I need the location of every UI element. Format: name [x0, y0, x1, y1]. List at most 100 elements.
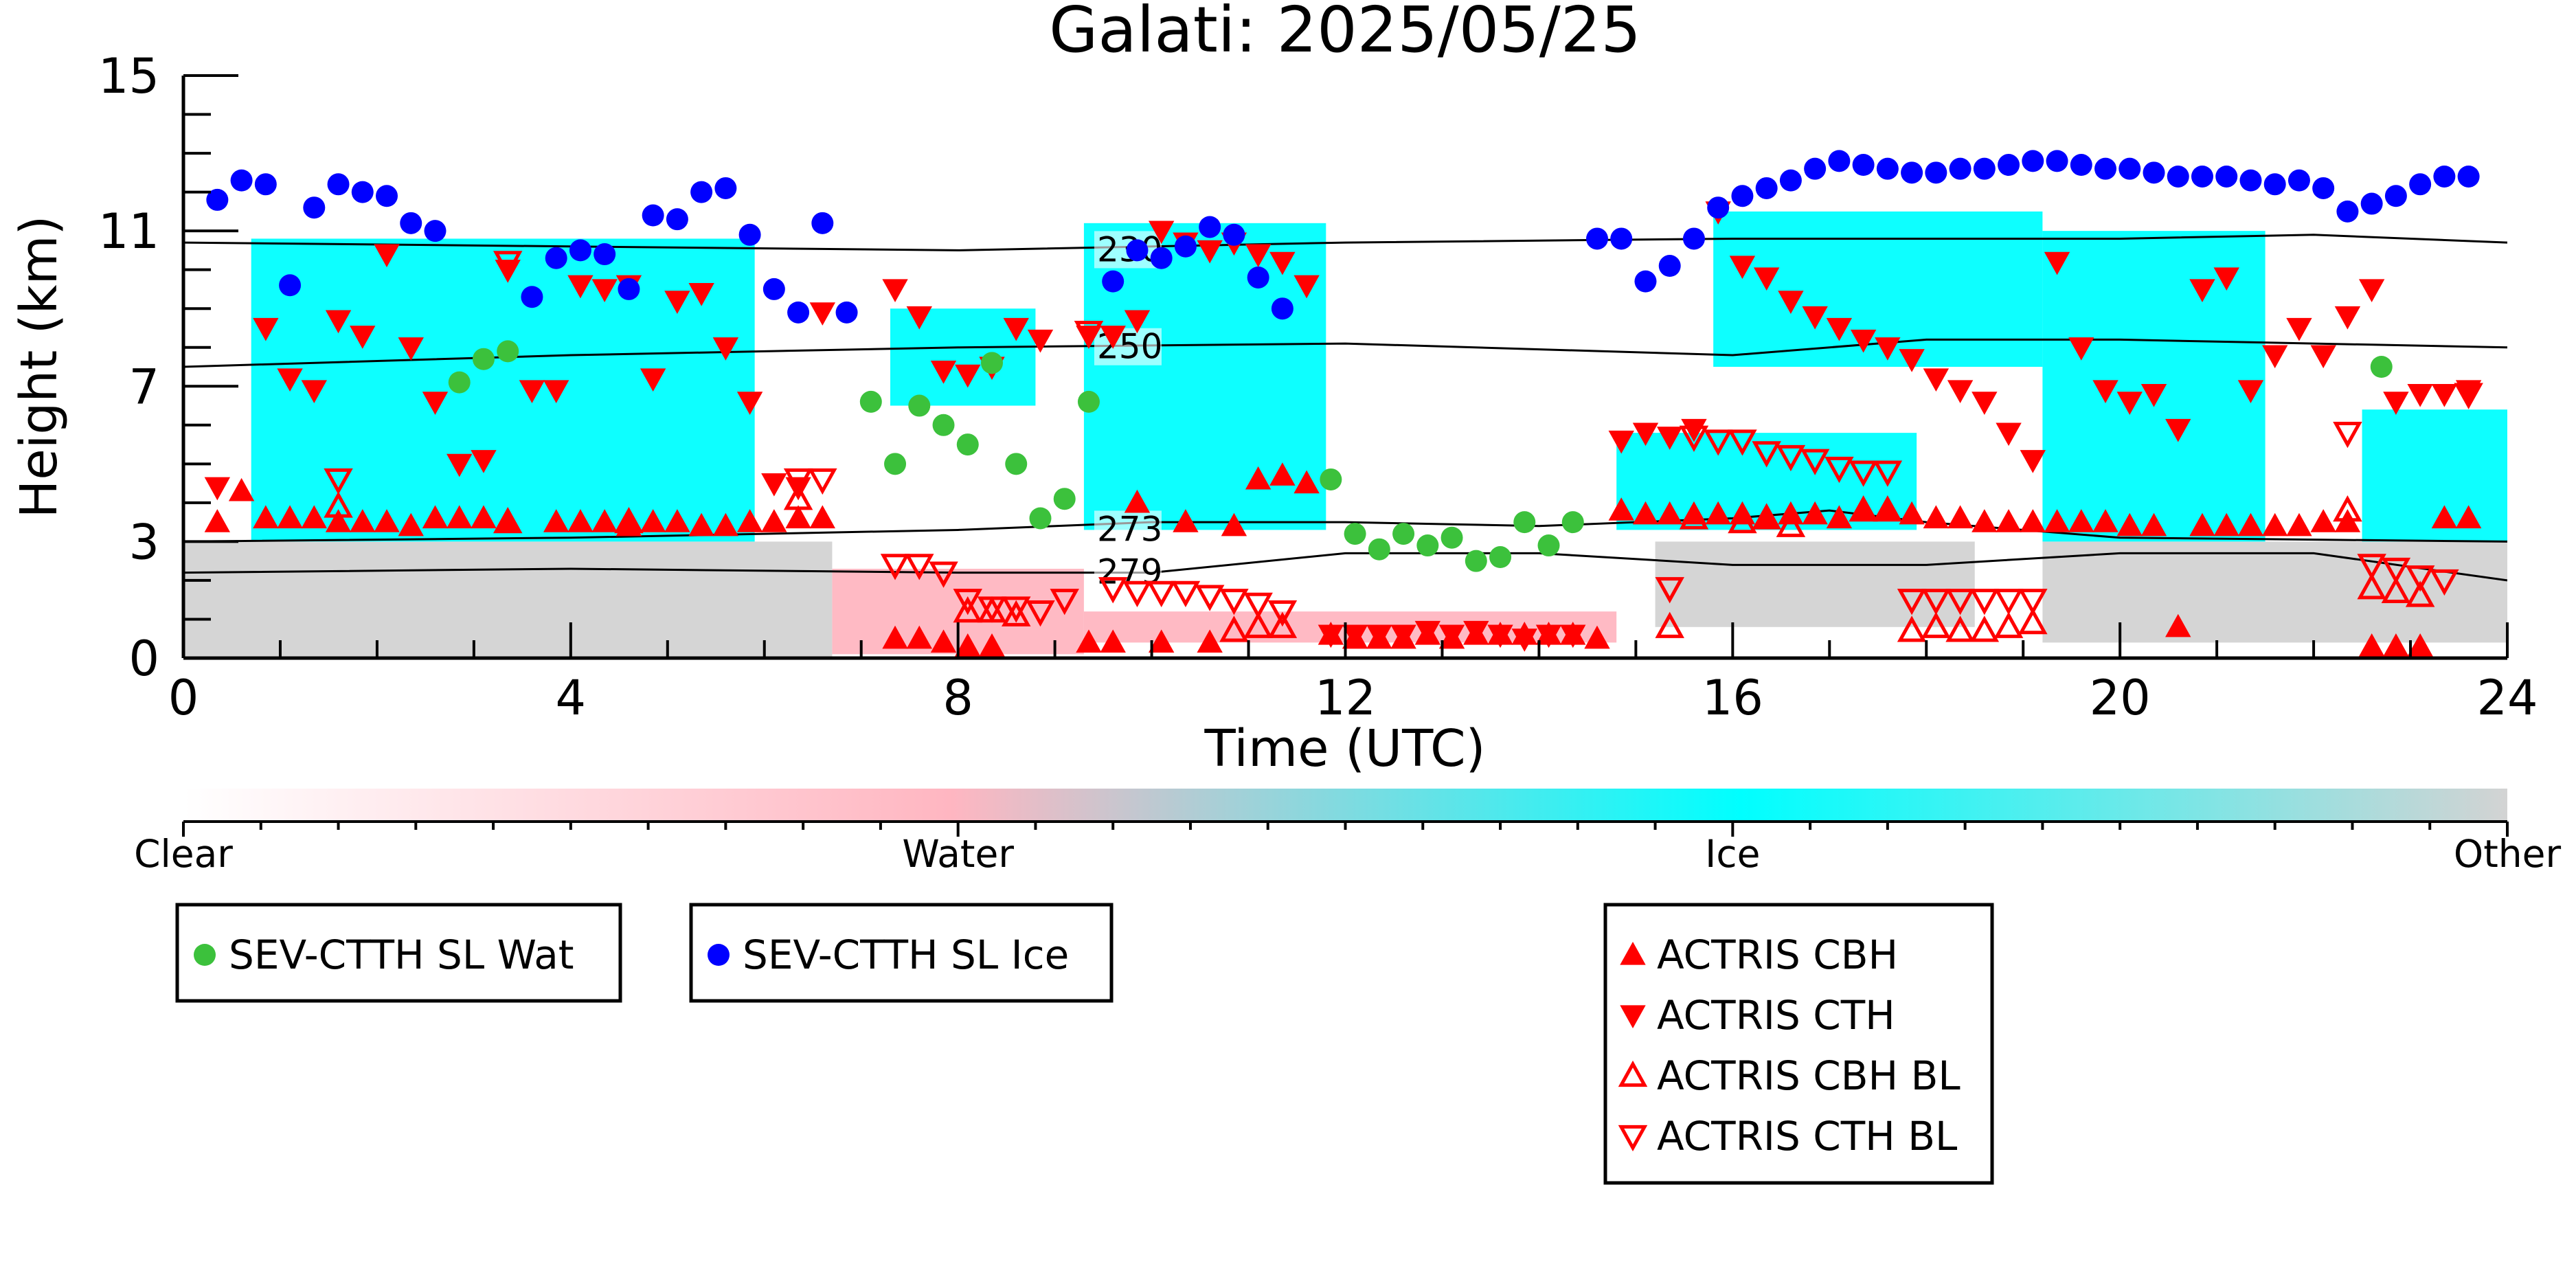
marker-actris-cth [2165, 418, 2191, 442]
marker-sev-ctth-sl-ice [2263, 173, 2286, 196]
marker-sev-ctth-sl-ice [1925, 161, 1947, 184]
marker-sev-ctth-sl-wat [1053, 488, 1076, 510]
legend-label-actris-cbh-bl: ACTRIS CBH BL [1657, 1052, 1961, 1099]
marker-actris-cth [1753, 267, 1780, 291]
marker-actris-cth [1681, 418, 1707, 442]
marker-sev-ctth-sl-ice [254, 173, 277, 196]
marker-actris-cbh [1076, 629, 1102, 653]
marker-actris-cth-bl [977, 596, 1007, 623]
marker-actris-cth [2407, 383, 2433, 407]
marker-actris-cth [1996, 422, 2022, 447]
marker-sev-ctth-sl-ice [642, 204, 664, 227]
colorbar-label-other: Other [2454, 832, 2562, 876]
marker-actris-cbh-bl [2405, 580, 2435, 607]
marker-actris-cth [447, 453, 473, 477]
marker-actris-cth-bl [2405, 565, 2435, 592]
marker-actris-cbh-bl [1873, 495, 1903, 522]
marker-sev-ctth-sl-wat [448, 371, 471, 394]
marker-actris-cbh [301, 505, 327, 529]
marker-sev-ctth-sl-ice [2312, 177, 2335, 199]
marker-actris-cbh-bl [1921, 611, 1951, 638]
marker-actris-cth [2213, 267, 2239, 291]
y-tick-label: 3 [128, 514, 159, 570]
marker-sev-ctth-sl-ice [787, 301, 810, 324]
marker-actris-cth-bl [1776, 444, 1806, 472]
marker-actris-cth [543, 380, 569, 403]
marker-actris-cbh [2262, 512, 2288, 536]
marker-actris-cth [350, 326, 376, 349]
marker-actris-cbh [882, 625, 908, 649]
marker-actris-cth [640, 368, 666, 392]
marker-actris-cth [1899, 349, 1925, 372]
legend-marker-actris-cbh-bl [1618, 1060, 1648, 1087]
marker-actris-cbh [761, 509, 787, 532]
marker-actris-cth [809, 302, 836, 326]
marker-sev-ctth-sl-wat [472, 348, 495, 370]
marker-sev-ctth-sl-ice [2360, 192, 2383, 215]
marker-actris-cbh-bl [783, 484, 813, 510]
marker-actris-cth [1148, 221, 1175, 245]
marker-actris-cth-bl [2333, 422, 2362, 449]
marker-actris-cth [955, 364, 981, 388]
marker-sev-ctth-sl-ice [230, 169, 253, 192]
marker-actris-cth-bl [2430, 569, 2459, 596]
marker-actris-cth-bl [929, 561, 958, 588]
marker-actris-cth [398, 337, 424, 361]
marker-sev-ctth-sl-ice [2143, 161, 2165, 184]
marker-actris-cbh-bl [1219, 615, 1249, 642]
marker-actris-cbh-bl [324, 491, 353, 518]
marker-actris-cth-bl [2357, 554, 2386, 580]
marker-actris-cbh [2116, 512, 2143, 536]
marker-actris-cth-bl [808, 468, 837, 495]
marker-sev-ctth-sl-ice [2191, 165, 2213, 188]
marker-sev-ctth-sl-ice [666, 208, 688, 231]
marker-sev-ctth-sl-ice [1658, 255, 1681, 278]
marker-actris-cbh [228, 477, 255, 501]
marker-sev-ctth-sl-wat [1368, 538, 1390, 561]
x-tick-label: 8 [942, 670, 973, 726]
marker-actris-cth [2068, 337, 2094, 361]
marker-sev-ctth-sl-ice [1247, 266, 1269, 289]
marker-sev-ctth-sl-ice [1199, 216, 1221, 238]
marker-actris-cbh [1245, 466, 1272, 490]
marker-sev-ctth-sl-ice [1102, 270, 1125, 293]
marker-actris-cth-bl [905, 554, 934, 580]
marker-actris-cth [1269, 251, 1296, 275]
marker-actris-cbh [2165, 613, 2191, 637]
marker-actris-cbh [1608, 497, 1634, 521]
legend-box-1: SEV-CTTH SL Wat [175, 903, 622, 1003]
marker-sev-ctth-sl-ice [2046, 150, 2068, 172]
marker-sev-ctth-sl-wat [1440, 526, 1463, 549]
x-tick-label: 0 [168, 670, 199, 726]
marker-actris-cth [204, 477, 231, 501]
marker-actris-cbh [325, 509, 352, 532]
marker-actris-cbh [1802, 501, 1828, 525]
chart-title: Galati: 2025/05/25 [1049, 0, 1641, 67]
marker-sev-ctth-sl-ice [594, 243, 616, 266]
marker-sev-ctth-sl-wat [1561, 511, 1584, 534]
legend-marker-actris-cth-bl [1618, 1125, 1648, 1152]
marker-actris-cbh [2431, 505, 2458, 529]
marker-actris-cth-bl [1146, 580, 1176, 608]
marker-actris-cth [1850, 329, 1877, 353]
marker-actris-cbh [979, 633, 1005, 657]
classification-region-ice [251, 238, 755, 542]
marker-actris-cbh [543, 509, 569, 532]
marker-actris-cbh [1173, 509, 1199, 532]
marker-sev-ctth-sl-ice [690, 181, 713, 203]
marker-actris-cth [1293, 275, 1320, 299]
marker-actris-cbh-bl [493, 506, 523, 534]
marker-actris-cbh [1923, 505, 1950, 529]
marker-actris-cth-bl [2454, 383, 2483, 409]
marker-actris-cth [1511, 629, 1537, 652]
marker-actris-cbh-bl [1849, 495, 1878, 522]
marker-actris-cth-bl [880, 554, 910, 580]
marker-actris-cth [2140, 383, 2167, 407]
marker-sev-ctth-sl-wat [1005, 453, 1028, 475]
legend-frame [689, 903, 1114, 1003]
marker-sev-ctth-sl-ice [1126, 239, 1149, 262]
marker-actris-cbh [809, 505, 836, 529]
marker-actris-cth [301, 380, 327, 403]
marker-actris-cbh [1124, 489, 1151, 513]
